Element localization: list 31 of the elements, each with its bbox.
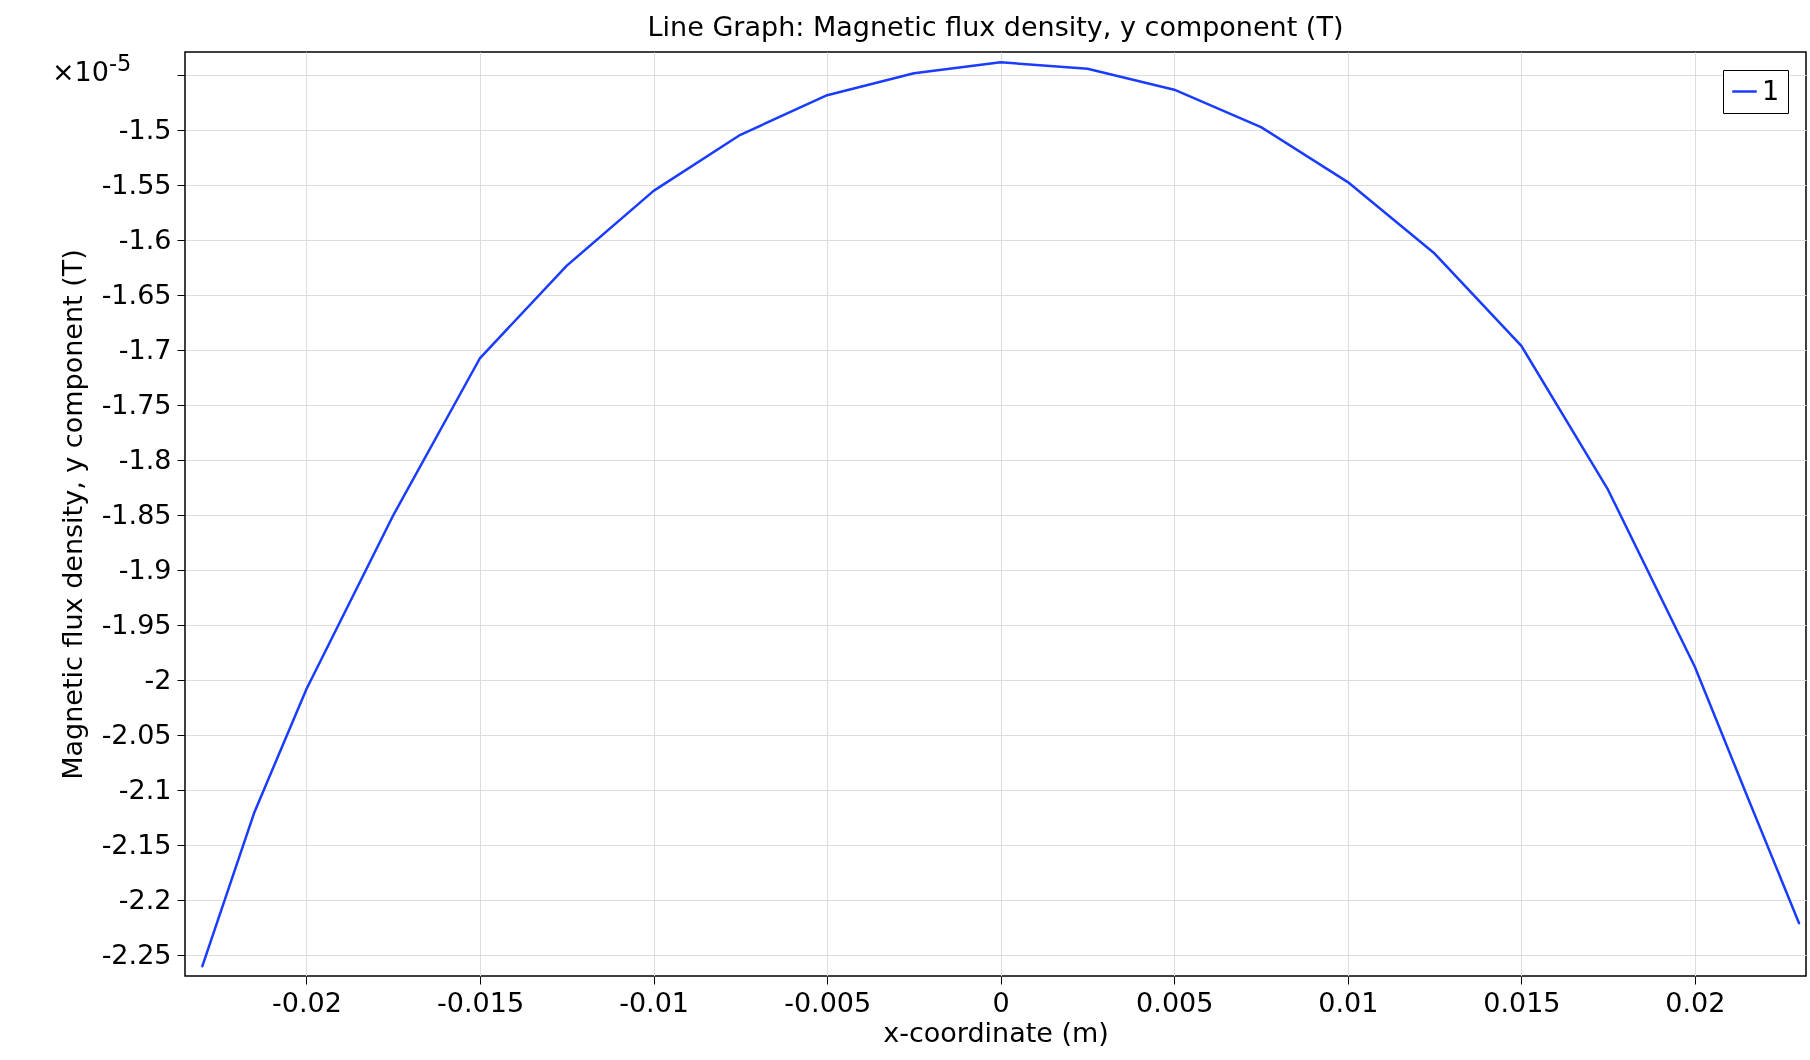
- y-tick-label: -1.9: [118, 553, 172, 585]
- y-tick-label: -1.75: [101, 388, 172, 420]
- x-tick-label: 0.015: [1483, 986, 1561, 1018]
- y-tick-label: -1.7: [118, 333, 172, 365]
- y-tick-label: -1.6: [118, 223, 172, 255]
- line-series: [201, 60, 1801, 968]
- y-tick-label: -2.1: [118, 773, 172, 805]
- y-tick-label: -1.65: [101, 278, 172, 310]
- x-tick-label: 0.005: [1136, 986, 1214, 1018]
- y-tick-label: -2.05: [101, 718, 172, 750]
- y-tick-label: -1.5: [118, 113, 172, 145]
- x-tick-label: 0: [992, 986, 1010, 1018]
- x-tick-label: -0.01: [619, 986, 690, 1018]
- y-tick-label: -2: [144, 663, 172, 695]
- y-tick-label: -2.15: [101, 828, 172, 860]
- y-tick-label: -1.95: [101, 608, 172, 640]
- text: ×10$^{-5}$: [52, 50, 132, 87]
- y-tick-label: -1.55: [101, 168, 172, 200]
- chart-title: Line Graph: Magnetic flux density, y component (T): [647, 11, 1344, 42]
- y-tick-label: -1.85: [101, 498, 172, 530]
- y-tick-label: -2.25: [101, 938, 172, 970]
- x-tick-label: 0.02: [1665, 986, 1726, 1018]
- x-tick-label: 0.01: [1318, 986, 1379, 1018]
- x-tick-label: -0.015: [437, 986, 525, 1018]
- x-tick-label: -0.02: [272, 986, 342, 1018]
- x-axis-title: x-coordinate (m): [883, 1016, 1109, 1048]
- legend-label: 1: [1762, 74, 1780, 106]
- y-axis-title: Magnetic flux density, y component (T): [56, 249, 88, 780]
- x-tick-label: -0.005: [784, 986, 872, 1018]
- y-tick-label: -1.8: [118, 443, 172, 475]
- y-tick-label: -2.2: [118, 883, 172, 915]
